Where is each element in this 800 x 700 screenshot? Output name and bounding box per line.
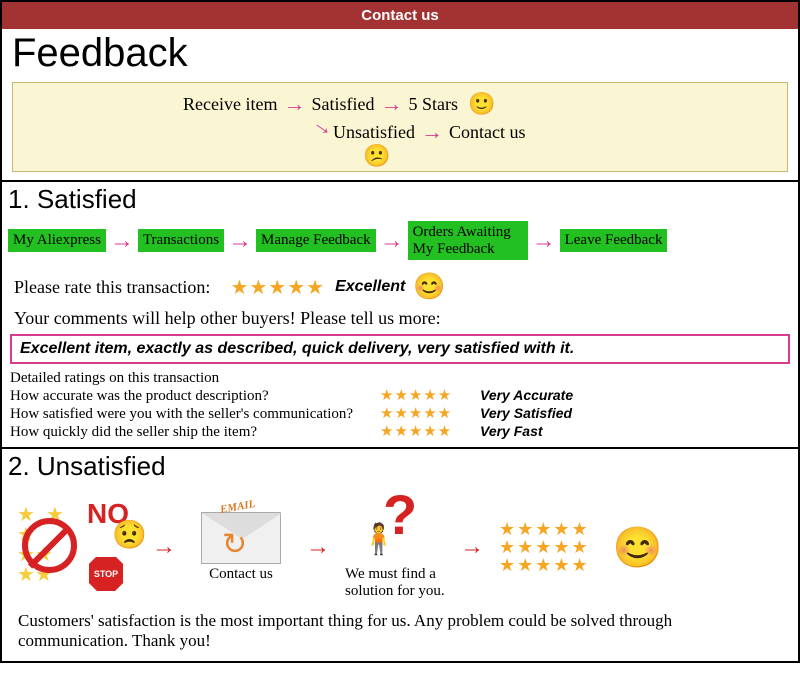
flow-contact: Contact us <box>449 122 526 143</box>
detail-question: How quickly did the seller ship the item… <box>10 423 380 441</box>
arrow-icon: → <box>421 119 443 145</box>
unsatisfied-flow: ★ ★★★★★★ NO 😟 STOP → EMAIL ↻ Contact us … <box>2 484 798 605</box>
rate-label: Please rate this transaction: <box>14 277 210 298</box>
solution-col: 🧍 ? We must find a solution for you. <box>345 494 445 600</box>
detail-header: Detailed ratings on this transaction <box>10 369 790 387</box>
step-box: My Aliexpress <box>8 229 106 252</box>
flow-diagram: Receive item → Satisfied → 5 Stars 🙂 → U… <box>12 82 788 172</box>
solution-caption: We must find a solution for you. <box>345 566 445 600</box>
envelope-icon: EMAIL ↻ <box>201 512 281 564</box>
detail-row: How satisfied were you with the seller's… <box>10 405 790 423</box>
arrow-icon: → <box>532 227 556 255</box>
detail-row: How accurate was the product description… <box>10 387 790 405</box>
flow-receive: Receive item <box>183 94 277 115</box>
contact-caption: Contact us <box>191 566 291 583</box>
no-negative-block: ★ ★★★★★★ NO 😟 STOP <box>17 500 137 595</box>
stars-row-icon: ★★★★★ <box>499 538 590 556</box>
stars-5-icon: ★★★★★ <box>380 387 480 405</box>
smile-face-icon: 😊 <box>613 524 663 571</box>
flow-5stars: 5 Stars <box>408 94 458 115</box>
arrow-icon: → <box>380 91 402 117</box>
step-box: Manage Feedback <box>256 229 376 252</box>
arrow-icon: → <box>306 533 330 561</box>
rate-line: Please rate this transaction: ★★★★★ Exce… <box>2 268 798 306</box>
stars-row-icon: ★★★★★ <box>499 556 590 574</box>
rate-value: Excellent <box>335 278 405 296</box>
detail-row: How quickly did the seller ship the item… <box>10 423 790 441</box>
stars-5-icon: ★★★★★ <box>230 275 325 300</box>
detail-value: Very Satisfied <box>480 405 572 423</box>
email-label: EMAIL <box>219 498 256 516</box>
step-box: Leave Feedback <box>560 229 668 252</box>
contact-col: EMAIL ↻ Contact us <box>191 512 291 583</box>
question-mark-icon: ? <box>383 482 417 547</box>
smile-icon: 😊 <box>413 272 445 302</box>
arrow-icon: → <box>283 91 305 117</box>
worried-face-icon: 😟 <box>112 518 147 551</box>
stars-row-icon: ★★★★★ <box>499 520 590 538</box>
header-bar: Contact us <box>2 2 798 29</box>
detail-question: How satisfied were you with the seller's… <box>10 405 380 423</box>
detail-value: Very Accurate <box>480 387 573 405</box>
step-box: Transactions <box>138 229 224 252</box>
comment-box: Excellent item, exactly as described, qu… <box>10 334 790 364</box>
comment-label: Your comments will help other buyers! Pl… <box>2 306 798 331</box>
detail-ratings: Detailed ratings on this transaction How… <box>2 367 798 447</box>
page-title: Feedback <box>2 29 798 78</box>
worried-face-icon: 😕 <box>363 143 390 169</box>
stop-sign-icon: STOP <box>87 555 127 595</box>
stars-5-icon: ★★★★★ <box>380 405 480 423</box>
arrow-icon: → <box>110 227 134 255</box>
arrow-icon: → <box>152 533 176 561</box>
step-box: Orders Awaiting My Feedback <box>408 221 528 260</box>
stars-5-icon: ★★★★★ <box>380 423 480 441</box>
arrow-icon: → <box>228 227 252 255</box>
section1-title: 1. Satisfied <box>2 180 798 217</box>
reply-arrow-icon: ↻ <box>222 527 247 562</box>
feedback-container: Contact us Feedback Receive item → Satis… <box>0 0 800 663</box>
arrow-icon: → <box>460 533 484 561</box>
flow-unsatisfied: Unsatisfied <box>333 122 415 143</box>
question-figure: 🧍 ? <box>355 494 435 564</box>
detail-value: Very Fast <box>480 423 543 441</box>
section2-title: 2. Unsatisfied <box>2 447 798 484</box>
footer-message: Customers' satisfaction is the most impo… <box>2 605 798 661</box>
prohibit-icon <box>22 518 77 573</box>
arrow-icon: → <box>380 227 404 255</box>
satisfied-steps: My Aliexpress → Transactions → Manage Fe… <box>2 217 798 268</box>
final-stars: ★★★★★ ★★★★★ ★★★★★ <box>499 520 590 574</box>
happy-face-icon: 🙂 <box>468 91 495 117</box>
detail-question: How accurate was the product description… <box>10 387 380 405</box>
